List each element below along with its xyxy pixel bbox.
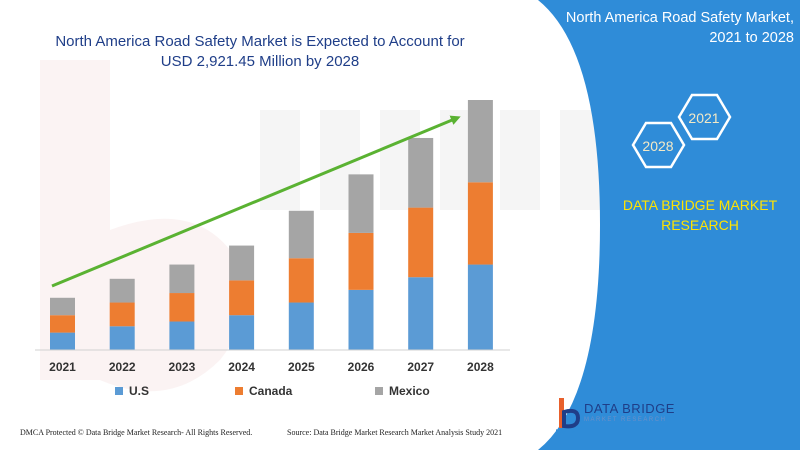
bar-us-2022 [109,326,135,350]
bar-canada-2023 [169,293,195,322]
panel-title: North America Road Safety Market, 2021 t… [540,8,794,48]
hexagon-left-icon: 2028 [631,121,686,169]
bar-mexico-2028 [467,100,493,183]
chart-title: North America Road Safety Market is Expe… [20,32,500,72]
panel-brand-line1: DATA BRIDGE MARKET [622,197,778,213]
logo: DATA BRIDGE MARKET RESEARCH [556,396,696,436]
footer-copyright: DMCA Protected © Data Bridge Market Rese… [20,428,253,437]
panel-brand-line2: RESEARCH [661,217,739,233]
hexagon-right-icon: 2021 [677,93,732,141]
bar-mexico-2027 [408,137,434,208]
bar-us-2027 [408,277,434,350]
bar-canada-2027 [408,207,434,278]
chart-title-line2: USD 2,921.45 Million by 2028 [160,53,360,70]
x-tick-label-2022: 2022 [109,360,136,374]
legend-label-mexico: Mexico [389,384,430,398]
bar-us-2023 [169,321,195,350]
trend-arrow [51,115,461,288]
bar-mexico-2025 [288,210,314,259]
bar-us-2028 [467,264,493,350]
bar-mexico-2021 [50,297,75,316]
bar-us-2026 [348,289,374,350]
x-tick-label-2021: 2021 [49,360,76,374]
footer-source: Source: Data Bridge Market Research Mark… [287,428,503,437]
chart-title-line1: North America Road Safety Market is Expe… [55,33,465,50]
legend-item-canada: Canada [235,384,292,398]
bar-mexico-2026 [348,174,374,233]
bar-us-2021 [50,332,75,350]
x-tick-label-2026: 2026 [348,360,375,374]
panel-brand: DATA BRIDGE MARKET RESEARCH [600,195,800,235]
legend-label-us: U.S [129,384,150,398]
x-tick-labels: 2021 2022 2023 2024 2025 2026 2027 2028 [49,360,494,374]
legend-swatch-us [115,387,123,395]
bar-us-2024 [229,315,255,350]
x-tick-label-2027: 2027 [407,360,434,374]
legend-item-us: U.S [115,384,149,398]
bar-canada-2025 [288,258,314,303]
legend-swatch-mexico [375,387,383,395]
bar-canada-2022 [109,302,135,327]
logo-name: DATA BRIDGE [584,401,675,416]
x-tick-label-2024: 2024 [228,360,255,374]
legend-swatch-canada [235,387,243,395]
bar-mexico-2022 [109,278,135,303]
bars [50,100,493,350]
x-tick-label-2023: 2023 [169,360,196,374]
bar-canada-2026 [348,232,374,290]
bar-canada-2021 [50,315,75,333]
bar-us-2025 [288,302,314,350]
bar-canada-2024 [229,280,255,316]
legend: U.S Canada Mexico [115,384,475,400]
logo-b-icon [556,398,583,434]
panel-title-line2: 2021 to 2028 [709,30,794,46]
legend-label-canada: Canada [249,384,293,398]
bar-mexico-2024 [229,245,255,281]
x-tick-label-2025: 2025 [288,360,315,374]
bar-mexico-2023 [169,264,195,294]
legend-item-mexico: Mexico [375,384,430,398]
panel-title-line1: North America Road Safety Market, [565,10,794,26]
hexagon-right-label: 2021 [688,110,719,126]
hexagon-left-label: 2028 [642,138,673,154]
bar-canada-2028 [467,182,493,265]
x-tick-label-2028: 2028 [467,360,494,374]
logo-tagline: MARKET RESEARCH [584,417,667,423]
